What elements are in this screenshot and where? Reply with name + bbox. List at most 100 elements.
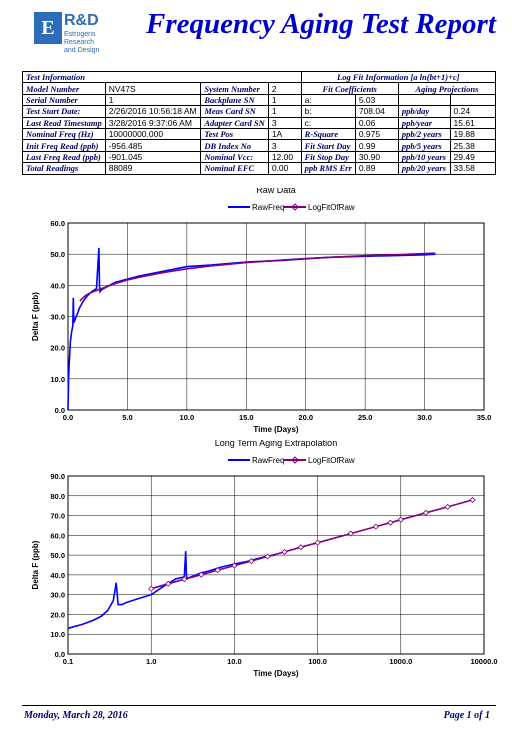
- aging-proj-value: [449, 93, 497, 107]
- y-tick-label: 50.0: [50, 551, 65, 560]
- info-value: 3: [267, 139, 302, 152]
- info-row: Init Freq Read (ppb) -956.485 DB Index No 3…: [22, 139, 497, 152]
- logo-subtitle-line-1: Estrogens Research: [64, 31, 96, 46]
- test-info-table: Test Information Log Fit Information [a …: [22, 70, 497, 175]
- y-tick-label: 30.0: [50, 313, 65, 322]
- long-term-aging-chart: Long Term Aging Extrapolation RawFreq LogF…: [31, 440, 498, 678]
- fit-point-marker: [372, 523, 379, 530]
- series-line-LogFitOfRaw: [150, 499, 473, 590]
- test-info-title: Test Information: [22, 70, 302, 84]
- fit-point-marker: [397, 516, 404, 523]
- aging-proj-label: ppb/year: [397, 116, 451, 129]
- fit-coeff-value: 0.06: [354, 116, 399, 129]
- x-tick-label: 20.0: [298, 413, 313, 422]
- aging-proj-label: ppb/day: [397, 105, 451, 118]
- y-tick-label: 60.0: [50, 219, 65, 228]
- fit-coeff-value: 0.99: [354, 139, 399, 152]
- x-tick-label: 0.0: [63, 413, 73, 422]
- raw-data-chart: Raw Data RawFreq LogFitOfRaw 0.0 10.0 20.0 30.…: [31, 188, 492, 434]
- fit-point-marker: [469, 496, 476, 503]
- fit-info-title: Log Fit Information [a ln(bt+1)+c]: [300, 70, 497, 84]
- y-tick-label: 80.0: [50, 492, 65, 501]
- series-line-RawFreq: [67, 551, 276, 630]
- info-value: 3/28/2016 9:37:06 AM: [104, 116, 202, 129]
- footer-page: Page 1 of 1: [443, 710, 490, 721]
- info-label: Adapter Card SN: [200, 116, 269, 129]
- logo-main-text: R&D: [64, 12, 99, 29]
- aging-proj-value: 15.61: [449, 116, 497, 129]
- info-label: Last Freq Read (ppb): [22, 150, 106, 164]
- fit-coeff-label: a:: [300, 93, 356, 107]
- report-title: Frequency Aging Test Report: [146, 8, 496, 40]
- y-tick-label: 50.0: [50, 250, 65, 259]
- fit-coeff-label: Fit Start Day: [300, 139, 356, 152]
- footer-date: Monday, March 28, 2016: [24, 710, 128, 721]
- info-label: Test Pos: [200, 127, 269, 141]
- fit-point-marker: [422, 509, 429, 516]
- info-value: 1A: [267, 127, 302, 141]
- fit-point-marker: [231, 562, 238, 569]
- info-label: DB Index No: [200, 139, 269, 152]
- aging-proj-label: ppb/10 years: [397, 150, 451, 164]
- aging-proj-value: 0.24: [449, 105, 497, 118]
- info-row: Test Start Date: 2/26/2016 10:56:18 AM Mea…: [22, 105, 497, 118]
- x-tick-label: 25.0: [358, 413, 373, 422]
- fit-coeff-value: 5.03: [354, 93, 399, 107]
- fit-coeff-value: 30.90: [354, 150, 399, 164]
- x-tick-label: 35.0: [477, 413, 492, 422]
- aging-proj-value: 19.88: [449, 127, 497, 141]
- info-label: Model Number: [22, 82, 106, 95]
- fit-point-marker: [264, 553, 271, 560]
- logo-letter: E: [34, 12, 62, 44]
- fit-point-marker: [181, 576, 188, 583]
- y-tick-label: 10.0: [50, 630, 65, 639]
- fit-coeff-value: 0.89: [354, 162, 399, 175]
- aging-proj-value: 29.49: [449, 150, 497, 164]
- company-logo: E R&D Estrogens Research and Design: [34, 10, 104, 54]
- info-value: -901.045: [104, 150, 202, 164]
- fit-coeff-label: c:: [300, 116, 356, 129]
- info-label: Meas Card SN: [200, 105, 269, 118]
- info-value: 10000000.000: [104, 127, 202, 141]
- y-tick-label: 90.0: [50, 472, 65, 481]
- info-label: Nominal Freq (Hz): [22, 127, 106, 141]
- fit-coeff-label: R-Square: [300, 127, 356, 141]
- fit-point-marker: [314, 539, 321, 546]
- report-header: E R&D Estrogens Research and Design Freq…: [0, 0, 512, 60]
- aging-proj-label: [397, 93, 451, 107]
- x-tick-label: 10.0: [227, 657, 242, 666]
- y-axis-label: Delta F (ppb): [31, 540, 40, 589]
- info-value: 1: [104, 93, 202, 107]
- fit-coeff-label: b:: [300, 105, 356, 118]
- footer-divider: [22, 705, 496, 706]
- legend-label: LogFitOfRaw: [308, 456, 355, 465]
- y-tick-label: 70.0: [50, 512, 65, 521]
- legend-label: LogFitOfRaw: [308, 203, 355, 212]
- info-value: 3: [267, 116, 302, 129]
- info-label: Backplane SN: [200, 93, 269, 107]
- x-tick-label: 15.0: [239, 413, 254, 422]
- fit-point-marker: [198, 571, 205, 578]
- y-tick-label: 60.0: [50, 531, 65, 540]
- info-label: Nominal EFC: [200, 162, 269, 175]
- y-tick-label: 0.0: [55, 650, 65, 659]
- fit-point-marker: [387, 519, 394, 526]
- info-value: NV47S: [104, 82, 202, 95]
- chart-title: Raw Data: [256, 188, 296, 195]
- x-axis-label: Time (Days): [253, 425, 299, 434]
- x-tick-label: 1.0: [146, 657, 156, 666]
- x-tick-label: 30.0: [417, 413, 432, 422]
- info-label: Last Read Timestamp: [22, 116, 106, 129]
- info-label: Init Freq Read (ppb): [22, 139, 106, 152]
- x-tick-label: 0.1: [63, 657, 73, 666]
- fit-coeff-label: Fit Stop Day: [300, 150, 356, 164]
- fit-point-marker: [248, 557, 255, 565]
- info-value: 1: [267, 93, 302, 107]
- info-label: Total Readings: [22, 162, 106, 175]
- series-line-LogFitOfRaw: [79, 252, 436, 302]
- x-tick-label: 10000.0: [470, 657, 497, 666]
- info-label: Serial Number: [22, 93, 106, 107]
- info-value: 12.00: [267, 150, 302, 164]
- legend-marker: [291, 203, 299, 211]
- aging-proj-value: 33.58: [449, 162, 497, 175]
